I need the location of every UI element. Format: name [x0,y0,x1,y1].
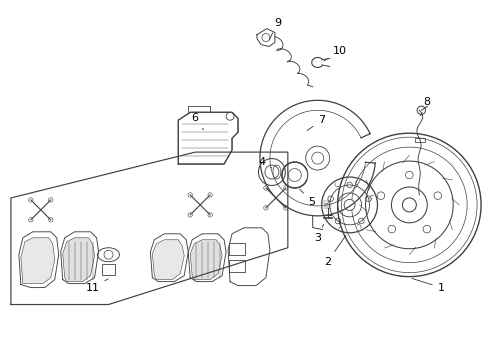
Text: 8: 8 [420,97,430,116]
Text: 9: 9 [268,18,281,40]
Text: 5: 5 [299,189,315,207]
Circle shape [344,199,354,210]
Text: 2: 2 [324,235,346,267]
Polygon shape [190,240,222,280]
Bar [414,138,425,142]
Text: 4: 4 [258,157,271,168]
Bar [228,260,244,272]
Text: 3: 3 [314,224,323,243]
Bar [228,243,244,255]
Text: 1: 1 [411,278,444,293]
Polygon shape [152,240,184,280]
Polygon shape [62,238,94,282]
Polygon shape [178,112,238,164]
Text: 7: 7 [306,115,325,131]
Text: 10: 10 [324,45,346,61]
Text: 11: 11 [85,279,108,293]
Bar [102,264,115,275]
Text: 6: 6 [191,113,203,130]
Circle shape [402,198,415,212]
Polygon shape [21,238,55,284]
